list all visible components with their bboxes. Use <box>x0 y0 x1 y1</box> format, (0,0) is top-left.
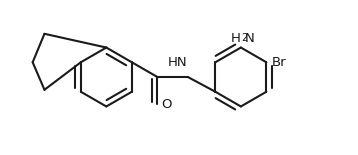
Text: O: O <box>161 98 172 111</box>
Text: HN: HN <box>168 56 187 69</box>
Text: Br: Br <box>271 56 286 69</box>
Text: 2: 2 <box>241 33 247 43</box>
Text: H: H <box>231 32 241 45</box>
Text: N: N <box>245 32 255 45</box>
